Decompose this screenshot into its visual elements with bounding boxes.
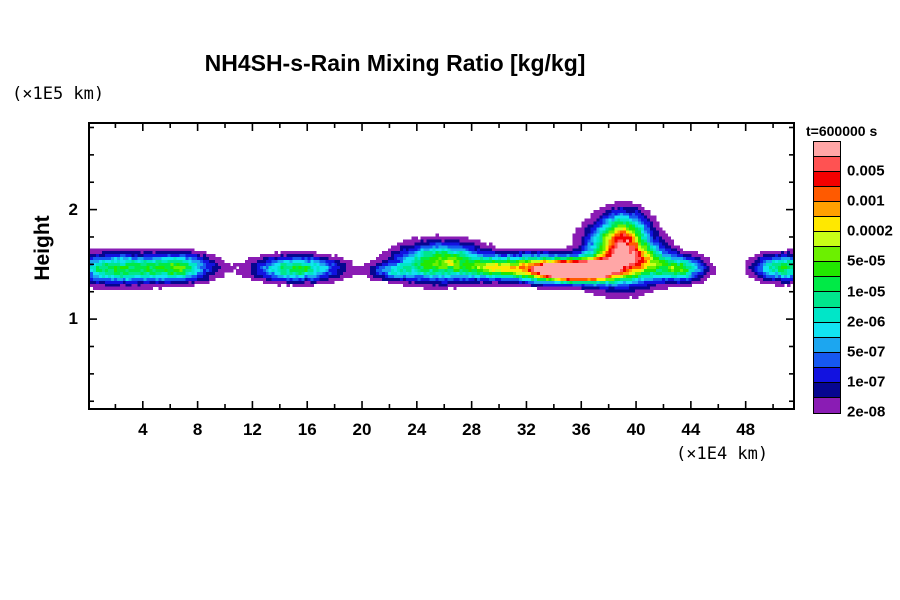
x-tick-label: 12: [242, 420, 262, 439]
colorbar-band: [814, 247, 840, 263]
colorbar-band: [814, 232, 840, 248]
y-axis-unit-label: (×1E5 km): [12, 84, 105, 104]
x-tick-label: 16: [297, 420, 317, 439]
colorbar-tick-label: 5e-07: [847, 343, 886, 361]
colorbar-tick-label: 0.001: [847, 192, 885, 210]
x-tick-label: 8: [192, 420, 203, 439]
x-tick-label: 36: [571, 420, 591, 439]
plot-area: [88, 122, 795, 410]
colorbar-band: [814, 172, 840, 188]
colorbar-band: [814, 142, 840, 158]
colorbar-tick-label: 1e-05: [847, 283, 886, 301]
colorbar-band: [814, 202, 840, 218]
colorbar-band: [814, 382, 840, 398]
colorbar-band: [814, 322, 840, 338]
colorbar-band: [814, 217, 840, 233]
colorbar-tick-label: 2e-08: [847, 403, 886, 421]
colorbar-band: [814, 277, 840, 293]
colorbar-tick-label: 2e-06: [847, 313, 886, 331]
colorbar-tick-label: 5e-05: [847, 252, 886, 270]
colorbar: [813, 141, 841, 414]
x-axis-unit-label: (×1E4 km): [676, 444, 769, 464]
colorbar-band: [814, 337, 840, 353]
x-tick-label: 32: [516, 420, 536, 439]
x-tick-label: 4: [138, 420, 148, 439]
y-tick-label: 1: [68, 309, 78, 329]
timestamp-label: t=600000 s: [806, 123, 878, 139]
page-title: NH4SH-s-Rain Mixing Ratio [kg/kg]: [204, 50, 586, 76]
x-tick-label: 40: [626, 420, 646, 439]
colorbar-band: [814, 262, 840, 278]
y-tick-label: 2: [68, 199, 78, 219]
x-tick-label: 48: [736, 420, 756, 439]
colorbar-band: [814, 187, 840, 203]
colorbar-band: [814, 352, 840, 368]
colorbar-band: [814, 157, 840, 173]
colorbar-tick-label: 0.005: [847, 162, 885, 180]
colorbar-band: [814, 307, 840, 323]
colorbar-tick-label: 0.0002: [847, 222, 893, 240]
colorbar-band: [814, 367, 840, 383]
x-tick-label: 44: [681, 420, 701, 439]
x-tick-label: 20: [352, 420, 372, 439]
colorbar-band: [814, 292, 840, 308]
x-tick-label: 24: [407, 420, 427, 439]
contour-field: [90, 200, 793, 299]
colorbar-band: [814, 397, 840, 413]
colorbar-tick-label: 1e-07: [847, 373, 886, 391]
x-tick-label: 28: [462, 420, 482, 439]
